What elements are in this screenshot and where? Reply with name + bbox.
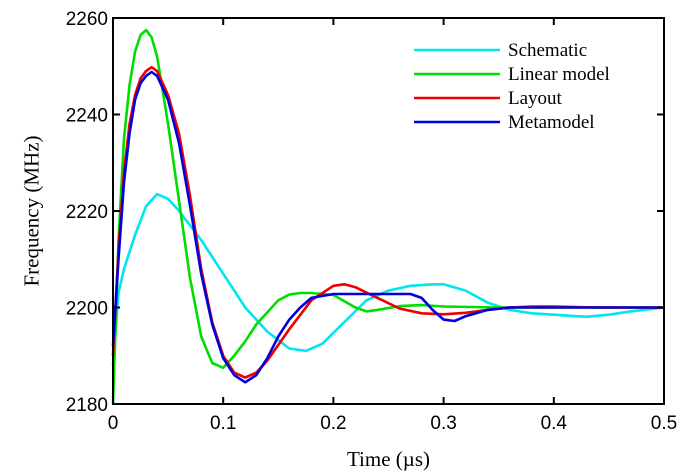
legend-label: Metamodel bbox=[508, 112, 595, 133]
legend-label: Linear model bbox=[508, 64, 610, 85]
y-tick-label: 2180 bbox=[66, 395, 108, 416]
y-tick-label: 2200 bbox=[66, 299, 108, 320]
series-layer bbox=[113, 30, 664, 404]
x-tick-label: 0.1 bbox=[210, 413, 236, 434]
y-axis-title: Frequency (MHz) bbox=[19, 135, 43, 286]
x-axis-title: Time (µs) bbox=[347, 447, 430, 471]
x-tick-label: 0.3 bbox=[430, 413, 456, 434]
y-tick-label: 2260 bbox=[66, 9, 108, 30]
x-tick-label: 0.2 bbox=[320, 413, 346, 434]
series-line-schematic bbox=[113, 194, 664, 365]
y-tick-label: 2240 bbox=[66, 106, 108, 127]
y-tick-label: 2220 bbox=[66, 202, 108, 223]
legend-label: Layout bbox=[508, 88, 563, 109]
legend: Schematic Linear model Layout Metamodel bbox=[414, 40, 610, 133]
x-tick-label: 0.5 bbox=[651, 413, 677, 434]
x-tick-label: 0.4 bbox=[541, 413, 568, 434]
legend-label: Schematic bbox=[508, 40, 587, 61]
series-line-linear-model bbox=[113, 30, 664, 404]
x-tick-label: 0 bbox=[108, 413, 119, 434]
